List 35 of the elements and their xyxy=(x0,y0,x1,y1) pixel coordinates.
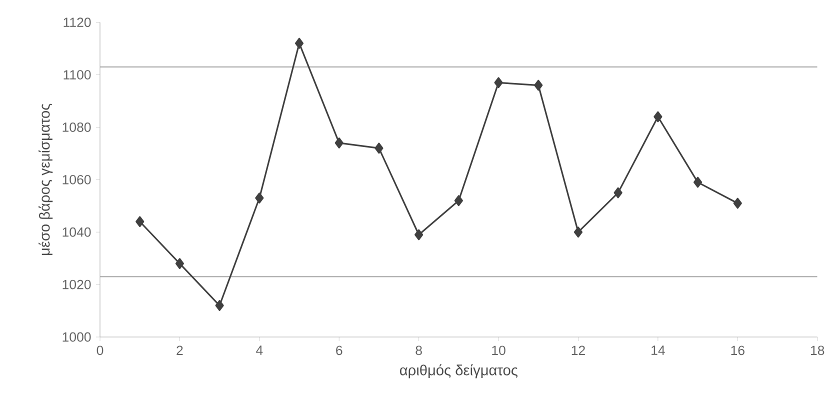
point xyxy=(494,77,503,88)
y-tick-label: 1060 xyxy=(62,174,91,184)
y-tick-label: 1100 xyxy=(64,70,91,80)
point xyxy=(136,216,144,228)
y-tick-label: 1120 xyxy=(64,18,91,28)
x-tick-label: 16 xyxy=(731,346,744,356)
x-axis-title: αριθμός δείγματος xyxy=(400,364,518,378)
point xyxy=(654,111,662,122)
point xyxy=(534,80,543,91)
x-tick-label: 4 xyxy=(256,346,263,355)
point xyxy=(414,229,424,240)
y-axis-title: μέσο βάρος γεμίσματος xyxy=(38,104,53,256)
x-tick-label: 10 xyxy=(492,346,506,356)
point xyxy=(733,198,742,209)
x-tick-label: 18 xyxy=(810,346,824,356)
point xyxy=(175,258,184,270)
y-tick-label: 1000 xyxy=(62,332,91,342)
y-tick-label: 1020 xyxy=(62,280,91,290)
point xyxy=(334,137,344,148)
point xyxy=(215,300,224,311)
point xyxy=(693,176,702,188)
x-tick-label: 12 xyxy=(572,346,585,355)
x-tick-label: 14 xyxy=(652,346,665,355)
x-tick-label: 2 xyxy=(176,346,183,355)
y-tick-label: 1080 xyxy=(62,122,91,132)
point xyxy=(294,38,304,49)
point xyxy=(574,226,583,238)
y-tick-label: 1040 xyxy=(62,227,91,237)
x-tick-label: 0 xyxy=(96,346,104,356)
x-tick-label: 8 xyxy=(416,346,422,356)
point xyxy=(454,195,463,206)
x-tick-label: 6 xyxy=(336,346,342,356)
point xyxy=(614,187,622,198)
point xyxy=(374,142,384,154)
point xyxy=(255,192,264,204)
